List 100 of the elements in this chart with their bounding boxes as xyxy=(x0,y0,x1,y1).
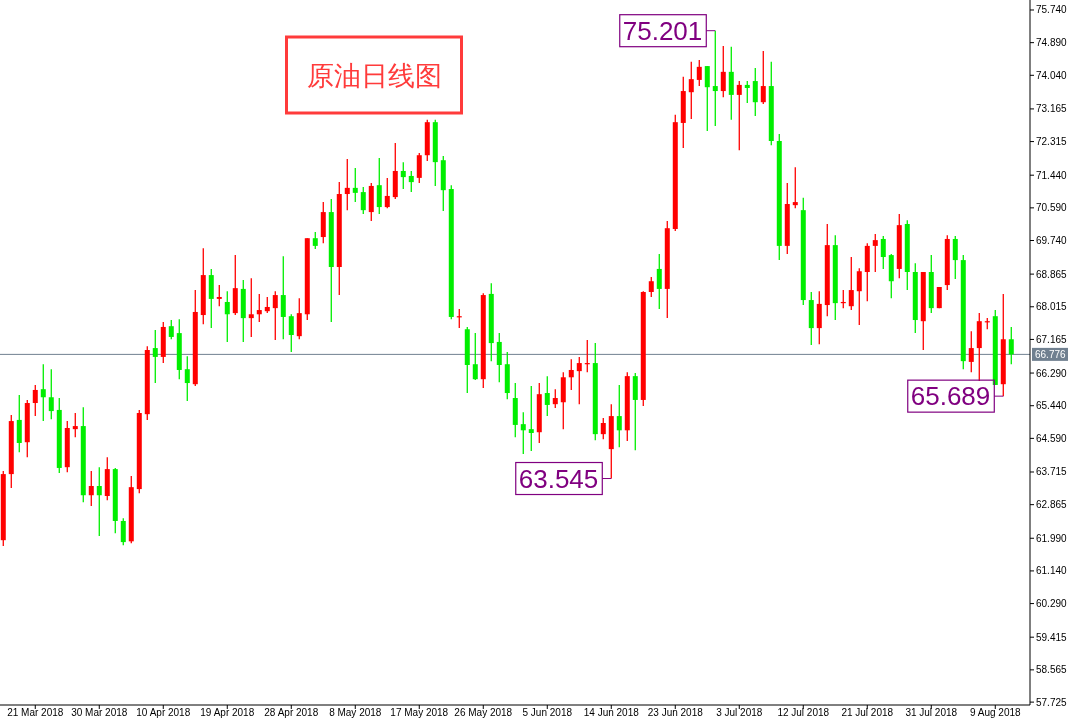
y-tick-label: 73.165 xyxy=(1036,103,1068,115)
x-tick-label: 19 Apr 2018 xyxy=(200,707,255,718)
candlestick xyxy=(216,284,222,307)
candlestick xyxy=(400,161,406,190)
note: 75.201 xyxy=(619,14,716,48)
y-tick-label: 67.165 xyxy=(1036,333,1068,345)
y-tick-label: 75.740 xyxy=(1036,4,1068,16)
candlestick xyxy=(696,59,702,87)
candlestick xyxy=(272,290,278,341)
annotation: 63.545 xyxy=(518,463,599,494)
candlestick xyxy=(1008,326,1014,365)
candlestick xyxy=(880,235,886,270)
y-tick-label: 71.440 xyxy=(1036,169,1068,181)
candlestick xyxy=(72,412,78,438)
candlestick xyxy=(408,170,414,193)
candlestick xyxy=(280,255,286,340)
y-tick-label: 74.890 xyxy=(1036,37,1068,49)
x-tick-label: 30 Mar 2018 xyxy=(71,707,128,718)
y-tick-label: 61.990 xyxy=(1036,532,1068,544)
y-tick-label: 66.290 xyxy=(1036,367,1068,379)
y-tick-label: 64.590 xyxy=(1036,432,1068,444)
candlestick xyxy=(32,384,38,417)
y-tick-label: 68.865 xyxy=(1036,268,1068,280)
y-tick-label: 62.865 xyxy=(1036,499,1068,511)
candlestick xyxy=(360,186,366,215)
candlestick xyxy=(552,388,558,409)
x-tick-label: 9 Aug 2018 xyxy=(969,707,1022,718)
candlestick xyxy=(704,65,710,132)
candlestick xyxy=(16,394,22,453)
candlestick xyxy=(88,470,94,507)
candlestick xyxy=(848,256,854,311)
candlestick xyxy=(472,332,478,381)
candlestick xyxy=(152,329,158,384)
candlestick xyxy=(416,152,422,184)
x-tick-label: 5 Jun 2018 xyxy=(522,707,573,718)
ref-line-label: 66.776 xyxy=(1035,348,1067,360)
candlestick xyxy=(208,268,214,329)
candlestick xyxy=(752,67,758,117)
candlestick xyxy=(288,313,294,353)
candlestick xyxy=(792,166,798,209)
candlestick xyxy=(600,417,606,440)
candlestick xyxy=(48,368,54,420)
y-tick-label: 60.290 xyxy=(1036,598,1068,610)
x-tick-label: 23 Jun 2018 xyxy=(647,707,704,718)
candlestick xyxy=(496,332,502,383)
candlestick xyxy=(184,355,190,402)
candlestick xyxy=(968,330,974,373)
candlestick xyxy=(632,372,638,451)
candlestick xyxy=(256,293,262,323)
y-tick-label: 72.315 xyxy=(1036,136,1068,148)
candlestick xyxy=(744,80,750,104)
note: 65.689 xyxy=(907,379,1004,413)
annotation: 65.689 xyxy=(910,381,991,412)
y-tick-label: 65.440 xyxy=(1036,400,1068,412)
y-tick-label: 70.590 xyxy=(1036,202,1068,214)
candlestick xyxy=(736,80,742,151)
candlestick xyxy=(96,466,102,537)
candlestick xyxy=(168,319,174,340)
y-tick-label: 58.565 xyxy=(1036,664,1068,676)
candlestick xyxy=(760,50,766,105)
x-tick-label: 28 Apr 2018 xyxy=(264,707,319,718)
y-tick-label: 59.415 xyxy=(1036,631,1068,643)
candlestick xyxy=(648,276,654,298)
x-tick-label: 21 Jul 2018 xyxy=(841,707,894,718)
y-tick-label: 57.725 xyxy=(1036,696,1068,708)
candlestick xyxy=(384,177,390,209)
candlestick xyxy=(712,30,718,127)
candlestick xyxy=(856,267,862,326)
x-tick-label: 8 May 2018 xyxy=(329,707,382,718)
candlestick xyxy=(248,277,254,338)
note: 63.545 xyxy=(515,461,612,496)
candlestick xyxy=(656,253,662,310)
candlestick xyxy=(728,46,734,121)
x-tick-label: 10 Apr 2018 xyxy=(136,707,191,718)
y-tick-label: 69.740 xyxy=(1036,235,1068,247)
candlestick xyxy=(528,385,534,452)
y-tick-label: 63.715 xyxy=(1036,466,1068,478)
candlestick xyxy=(544,375,550,417)
candlestick xyxy=(720,45,726,98)
candlestick xyxy=(376,157,382,215)
x-tick-label: 14 Jun 2018 xyxy=(583,707,640,718)
candlestick xyxy=(224,290,230,343)
annotation: 75.201 xyxy=(622,15,703,46)
candlestick xyxy=(872,233,878,273)
y-tick-label: 74.040 xyxy=(1036,69,1068,81)
candlestick xyxy=(616,384,622,448)
x-tick-label: 26 May 2018 xyxy=(454,707,513,718)
candlestick xyxy=(344,158,350,211)
y-tick-label: 68.015 xyxy=(1036,301,1068,313)
candlestick xyxy=(120,517,126,546)
candlestick xyxy=(568,358,574,391)
x-tick-label: 3 Jul 2018 xyxy=(716,707,763,718)
x-tick-label: 21 Mar 2018 xyxy=(7,707,64,718)
x-tick-label: 31 Jul 2018 xyxy=(905,707,958,718)
candlestick xyxy=(40,363,46,422)
x-tick-label: 17 May 2018 xyxy=(390,707,449,718)
y-tick-label: 61.140 xyxy=(1036,565,1068,577)
candlestick xyxy=(352,167,358,203)
candlestick xyxy=(576,356,582,405)
candlestick xyxy=(688,61,694,120)
